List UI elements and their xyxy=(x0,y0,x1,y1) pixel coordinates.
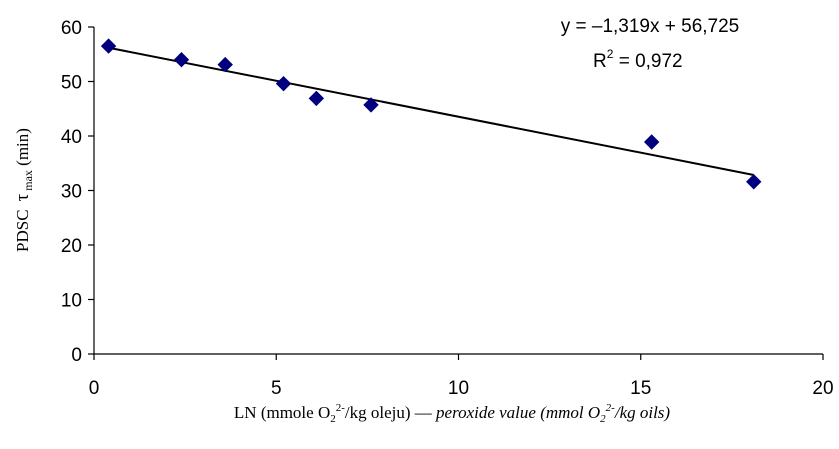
trendline-group xyxy=(108,46,754,176)
data-point xyxy=(173,51,190,68)
y-axis-title-unit: (min) xyxy=(13,128,32,170)
data-point xyxy=(308,90,325,107)
x-axis-title-sub2: 2 xyxy=(600,413,606,425)
data-point xyxy=(643,134,660,150)
data-points xyxy=(100,38,762,190)
y-tick-label: 30 xyxy=(61,182,82,203)
y-tick-label: 0 xyxy=(71,345,82,366)
x-tick-label: 10 xyxy=(448,378,469,399)
x-axis-title-ital2: /kg oils) xyxy=(614,403,671,422)
x-axis-title-sup2: 2- xyxy=(606,402,616,414)
r2-prefix: R xyxy=(593,51,607,72)
x-axis-title-sub1: 2 xyxy=(330,413,336,425)
x-axis-title: LN (mmole O22-/kg oleju) — peroxide valu… xyxy=(234,402,671,425)
y-ticks: 0 10 20 30 40 50 60 xyxy=(61,18,94,366)
x-tick-label: 0 xyxy=(89,378,100,399)
y-tick-label: 20 xyxy=(61,236,82,257)
x-axis-title-part2: /kg oleju) — xyxy=(345,403,436,422)
x-tick-label: 15 xyxy=(630,378,651,399)
trendline-equation: y = –1,319x + 56,725 xyxy=(561,16,740,37)
r2-value: = 0,972 xyxy=(613,51,682,72)
x-ticks: 0 5 10 15 20 xyxy=(89,354,834,399)
data-point xyxy=(746,174,762,190)
axes xyxy=(93,27,823,355)
y-tick-label: 40 xyxy=(61,127,82,148)
y-axis-title: PDSC τ max (min) xyxy=(12,128,35,252)
y-tick-label: 50 xyxy=(61,73,82,94)
data-point xyxy=(275,75,292,92)
x-tick-label: 20 xyxy=(812,378,833,399)
x-tick-label: 5 xyxy=(271,378,282,399)
trendline xyxy=(108,46,754,176)
y-axis-title-main: PDSC xyxy=(13,209,32,252)
r2-superscript: 2 xyxy=(607,47,614,61)
x-axis-title-ital1: peroxide value (mmol O xyxy=(435,403,600,422)
data-point xyxy=(100,38,117,54)
y-axis-title-tau: τ xyxy=(12,193,33,201)
y-axis-title-sub: max xyxy=(21,170,35,191)
y-tick-label: 60 xyxy=(61,18,82,39)
x-axis-title-part1: LN (mmole O xyxy=(234,403,330,422)
data-point xyxy=(217,56,233,73)
y-tick-label: 10 xyxy=(61,291,82,312)
data-point xyxy=(363,97,379,113)
r-squared-label: R2 = 0,972 xyxy=(593,47,683,72)
x-axis-title-sup1: 2- xyxy=(336,402,346,414)
